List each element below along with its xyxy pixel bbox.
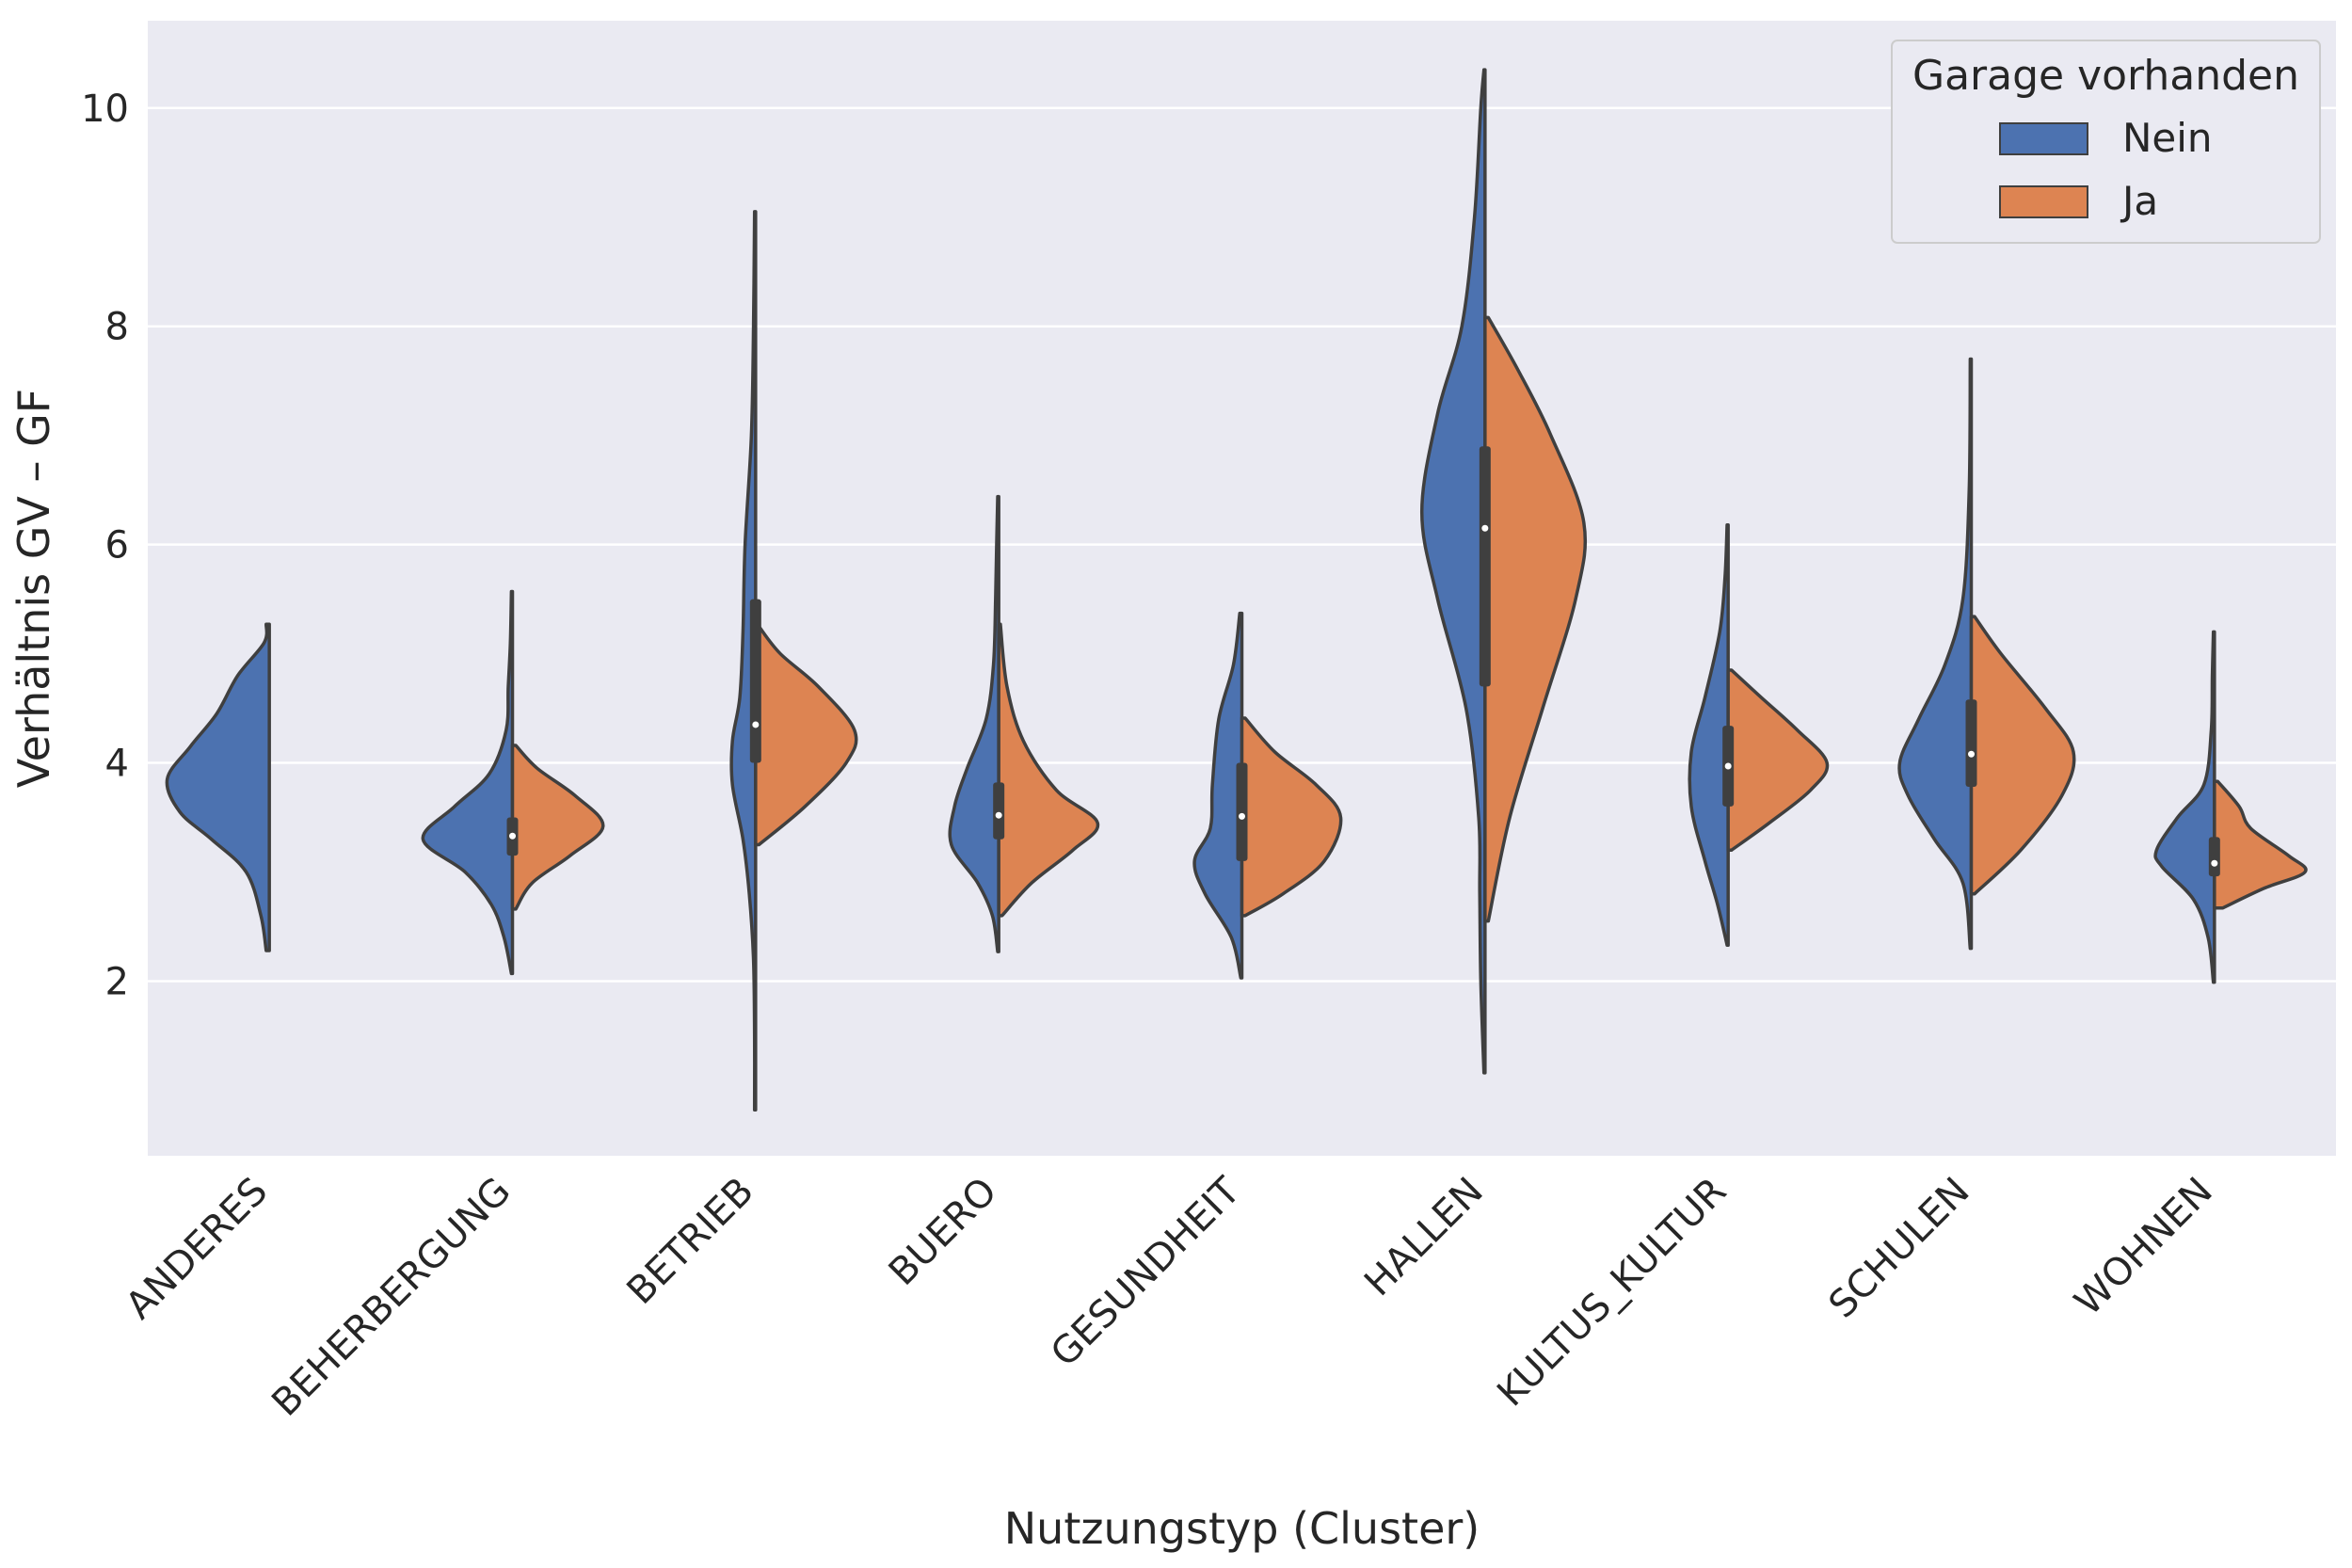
legend-label-nein: Nein: [2122, 115, 2213, 161]
violin-schulen-nein: [1897, 357, 1974, 951]
violin-betrieb-nein: [729, 210, 758, 1112]
iqr-box-wohnen: [2208, 837, 2220, 877]
x-tick-label-wohnen: WOHNEN: [2067, 1170, 2221, 1324]
iqr-box-schulen: [1965, 699, 1977, 788]
violin-hallen-nein: [1419, 68, 1487, 1075]
iqr-box-betrieb: [749, 599, 761, 763]
y-tick-label: 10: [81, 88, 129, 131]
legend-swatch-ja: [1999, 185, 2088, 218]
x-tick-label-beherbergung: BEHERBERGUNG: [264, 1170, 519, 1425]
median-dot-buero: [995, 811, 1002, 819]
violin-beherbergung-nein: [421, 589, 515, 976]
y-tick-label: 4: [105, 743, 129, 786]
violin-schulen-ja: [1969, 615, 2076, 896]
median-dot-kultus_kultur: [1724, 762, 1732, 770]
x-tick-label-anderes: ANDERES: [118, 1170, 276, 1328]
violin-betrieb-ja: [754, 624, 858, 847]
iqr-box-buero: [993, 782, 1005, 840]
y-tick-label: 2: [105, 960, 129, 1003]
x-tick-label-schulen: SCHULEN: [1821, 1170, 1978, 1327]
median-dot-wohnen: [2211, 859, 2218, 867]
inner-boxes: [506, 446, 2220, 877]
legend-frame: [1891, 40, 2321, 244]
violin-kultus_kultur-ja: [1726, 668, 1830, 853]
iqr-box-hallen: [1479, 446, 1491, 687]
x-tick-label-hallen: HALLEN: [1356, 1170, 1492, 1305]
legend-title: Garage vorhanden: [1912, 52, 2299, 100]
median-dot-schulen: [1968, 750, 1975, 758]
y-tick-label: 6: [105, 524, 129, 568]
legend: Garage vorhanden Nein Ja: [1891, 40, 2321, 244]
violin-kultus_kultur-nein: [1688, 522, 1730, 947]
violin-hallen-ja: [1483, 315, 1588, 923]
violin-anderes-nein: [165, 622, 271, 952]
violin-wohnen-nein: [2153, 630, 2216, 984]
violins: [165, 68, 2308, 1112]
median-dot-hallen: [1481, 524, 1489, 532]
violin-gesundheit-nein: [1192, 611, 1244, 980]
violin-buero-ja: [997, 622, 1100, 918]
median-dot-betrieb: [752, 721, 760, 728]
iqr-box-gesundheit: [1236, 762, 1248, 861]
violin-beherbergung-ja: [510, 744, 605, 911]
legend-label-ja: Ja: [2120, 178, 2158, 224]
median-dot-beherbergung: [509, 832, 516, 840]
y-tick-labels: 2 4 6 8 10: [81, 88, 129, 1004]
violin-gesundheit-ja: [1240, 716, 1343, 918]
violin-wohnen-ja: [2213, 779, 2308, 910]
y-tick-label: 8: [105, 306, 129, 349]
x-axis-title: Nutzungstyp (Cluster): [1004, 1503, 1480, 1554]
violin-buero-nein: [948, 494, 1000, 953]
x-tick-label-betrieb: BETRIEB: [619, 1170, 762, 1313]
x-tick-label-kultus_kultur: KULTUS_KULTUR: [1489, 1170, 1735, 1416]
median-dot-gesundheit: [1239, 812, 1245, 820]
x-tick-label-buero: BUERO: [881, 1170, 1005, 1294]
legend-swatch-nein: [1999, 122, 2088, 155]
y-axis-title: Verhältnis GV – GF: [8, 389, 59, 788]
x-tick-label-gesundheit: GESUNDHEIT: [1043, 1169, 1249, 1375]
